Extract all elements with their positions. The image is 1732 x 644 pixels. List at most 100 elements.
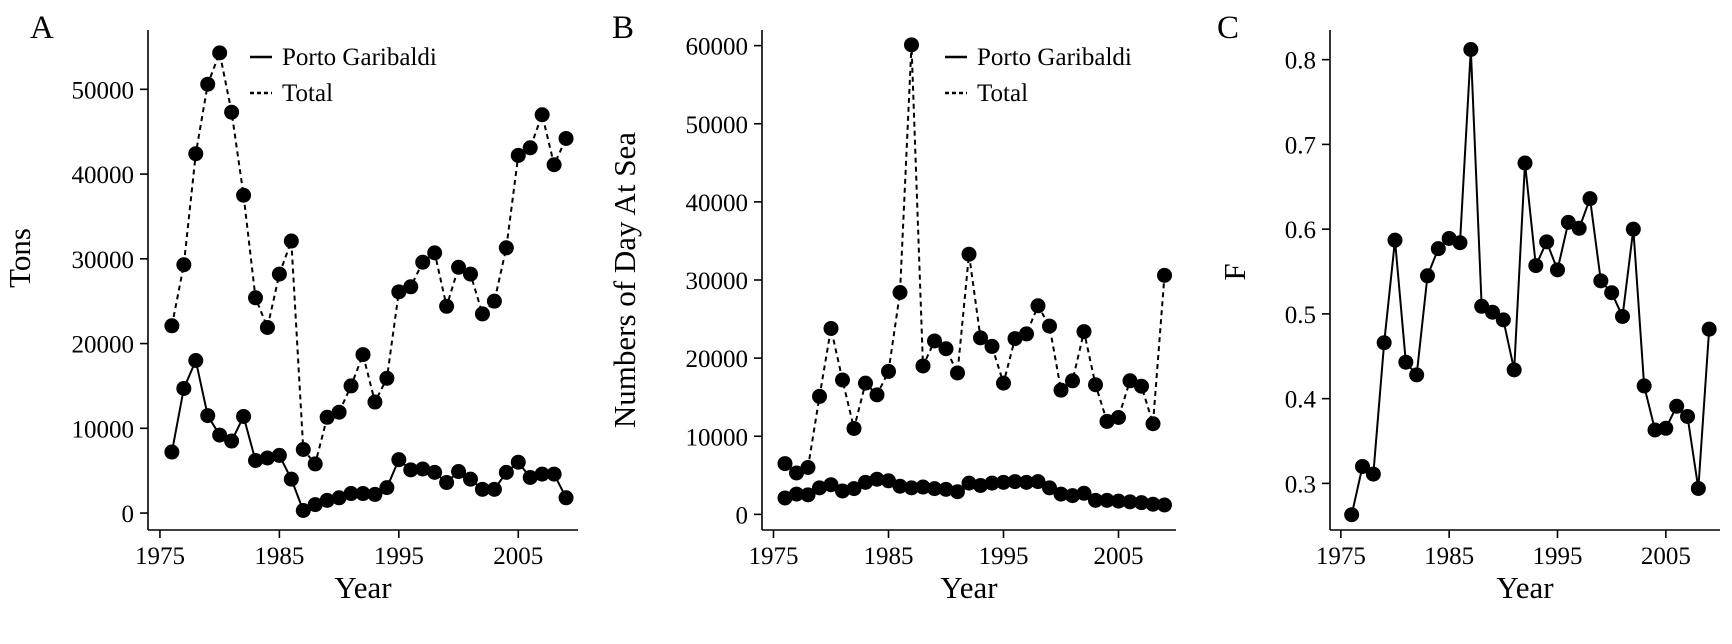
data-point: [331, 404, 347, 420]
data-point: [1019, 326, 1034, 342]
data-point: [1387, 232, 1403, 248]
panel-a: A: [30, 10, 54, 46]
x-tick-label: 1995: [374, 543, 424, 570]
data-point: [212, 427, 228, 443]
x-tick-label: 1975: [1316, 543, 1366, 570]
data-point: [522, 140, 538, 156]
x-tick-label: 2005: [493, 543, 543, 570]
x-tick-label: 1985: [864, 543, 914, 570]
data-point: [1571, 220, 1587, 236]
series-series: [1344, 41, 1717, 523]
data-point: [973, 477, 988, 493]
y-tick-label: 0.3: [1285, 471, 1316, 498]
data-point: [1145, 496, 1161, 512]
data-point: [1528, 258, 1544, 274]
x-tick-label: 1995: [1533, 543, 1583, 570]
data-point: [812, 480, 827, 496]
data-point: [1088, 492, 1103, 508]
chart-a: 1975 1985 1995 2005 0 10000 20000 30000 40000 500…: [2, 30, 578, 605]
data-point: [927, 333, 942, 349]
y-tick-label: 60000: [686, 34, 749, 61]
data-point: [212, 45, 228, 61]
data-point: [904, 480, 919, 496]
x-tick-label: 1985: [254, 543, 304, 570]
data-point: [1398, 354, 1414, 370]
data-point: [1065, 373, 1080, 389]
data-point: [510, 454, 526, 470]
data-point: [224, 104, 240, 120]
data-point: [869, 387, 885, 403]
data-point: [1409, 367, 1425, 383]
series-porto-garibaldi: [777, 471, 1172, 513]
data-point: [1365, 466, 1381, 482]
y-tick-label: 40000: [72, 162, 135, 189]
panel-c: C: [1217, 10, 1239, 46]
y-tick-label: 0.8: [1285, 48, 1316, 75]
data-point: [950, 484, 965, 500]
legend-label: Porto Garibaldi: [977, 44, 1132, 71]
data-point: [343, 378, 359, 394]
data-point: [835, 372, 850, 388]
data-point: [1042, 480, 1057, 496]
data-point: [427, 464, 443, 480]
y-tick-label: 0.4: [1285, 387, 1317, 414]
data-point: [1065, 488, 1080, 504]
data-point: [379, 370, 395, 386]
data-point: [1134, 495, 1149, 511]
x-tick-label: 2005: [1641, 543, 1691, 570]
y-tick-label: 30000: [686, 268, 749, 295]
data-point: [858, 375, 873, 391]
data-point: [823, 477, 839, 493]
data-point: [439, 475, 455, 491]
data-point: [892, 285, 908, 300]
data-point: [510, 147, 526, 163]
data-point: [486, 481, 502, 497]
x-tick-label: 1975: [135, 543, 185, 570]
data-point: [1680, 408, 1695, 424]
data-point: [534, 107, 550, 123]
data-point: [271, 447, 287, 463]
data-point: [1625, 221, 1641, 237]
data-point: [546, 466, 562, 482]
data-point: [463, 471, 478, 487]
data-point: [283, 471, 299, 487]
data-point: [176, 380, 192, 396]
data-point: [1355, 458, 1370, 474]
data-point: [846, 481, 862, 497]
data-point: [1658, 420, 1674, 436]
data-point: [881, 473, 896, 489]
data-point: [1076, 324, 1092, 340]
data-point: [1111, 493, 1126, 509]
data-point: [984, 475, 1000, 491]
data-point: [200, 408, 216, 424]
data-point: [403, 279, 419, 295]
data-point: [236, 408, 252, 424]
data-point: [1690, 480, 1706, 496]
data-point: [331, 490, 347, 506]
legend: Porto Garibaldi Total: [945, 44, 1132, 107]
data-point: [800, 460, 816, 475]
data-point: [938, 481, 954, 497]
data-point: [823, 320, 839, 336]
panel-letter-c: C: [1217, 10, 1239, 46]
data-point: [858, 474, 873, 490]
data-point: [474, 481, 490, 497]
data-point: [427, 245, 443, 261]
data-point: [451, 464, 467, 480]
data-point: [938, 341, 954, 357]
data-point: [1636, 378, 1652, 394]
data-point: [1053, 486, 1069, 502]
y-tick-label: 0.5: [1285, 302, 1316, 329]
data-point: [534, 466, 550, 482]
series-total: [164, 45, 574, 472]
data-point: [1122, 373, 1138, 389]
data-point: [1007, 474, 1023, 490]
x-tick-label: 1985: [1424, 543, 1474, 570]
data-point: [1669, 398, 1685, 414]
data-point: [973, 330, 988, 346]
data-point: [498, 464, 514, 480]
data-point: [558, 130, 574, 146]
y-tick-label: 40000: [686, 190, 749, 217]
data-point: [1088, 377, 1103, 393]
data-point: [984, 338, 1000, 354]
